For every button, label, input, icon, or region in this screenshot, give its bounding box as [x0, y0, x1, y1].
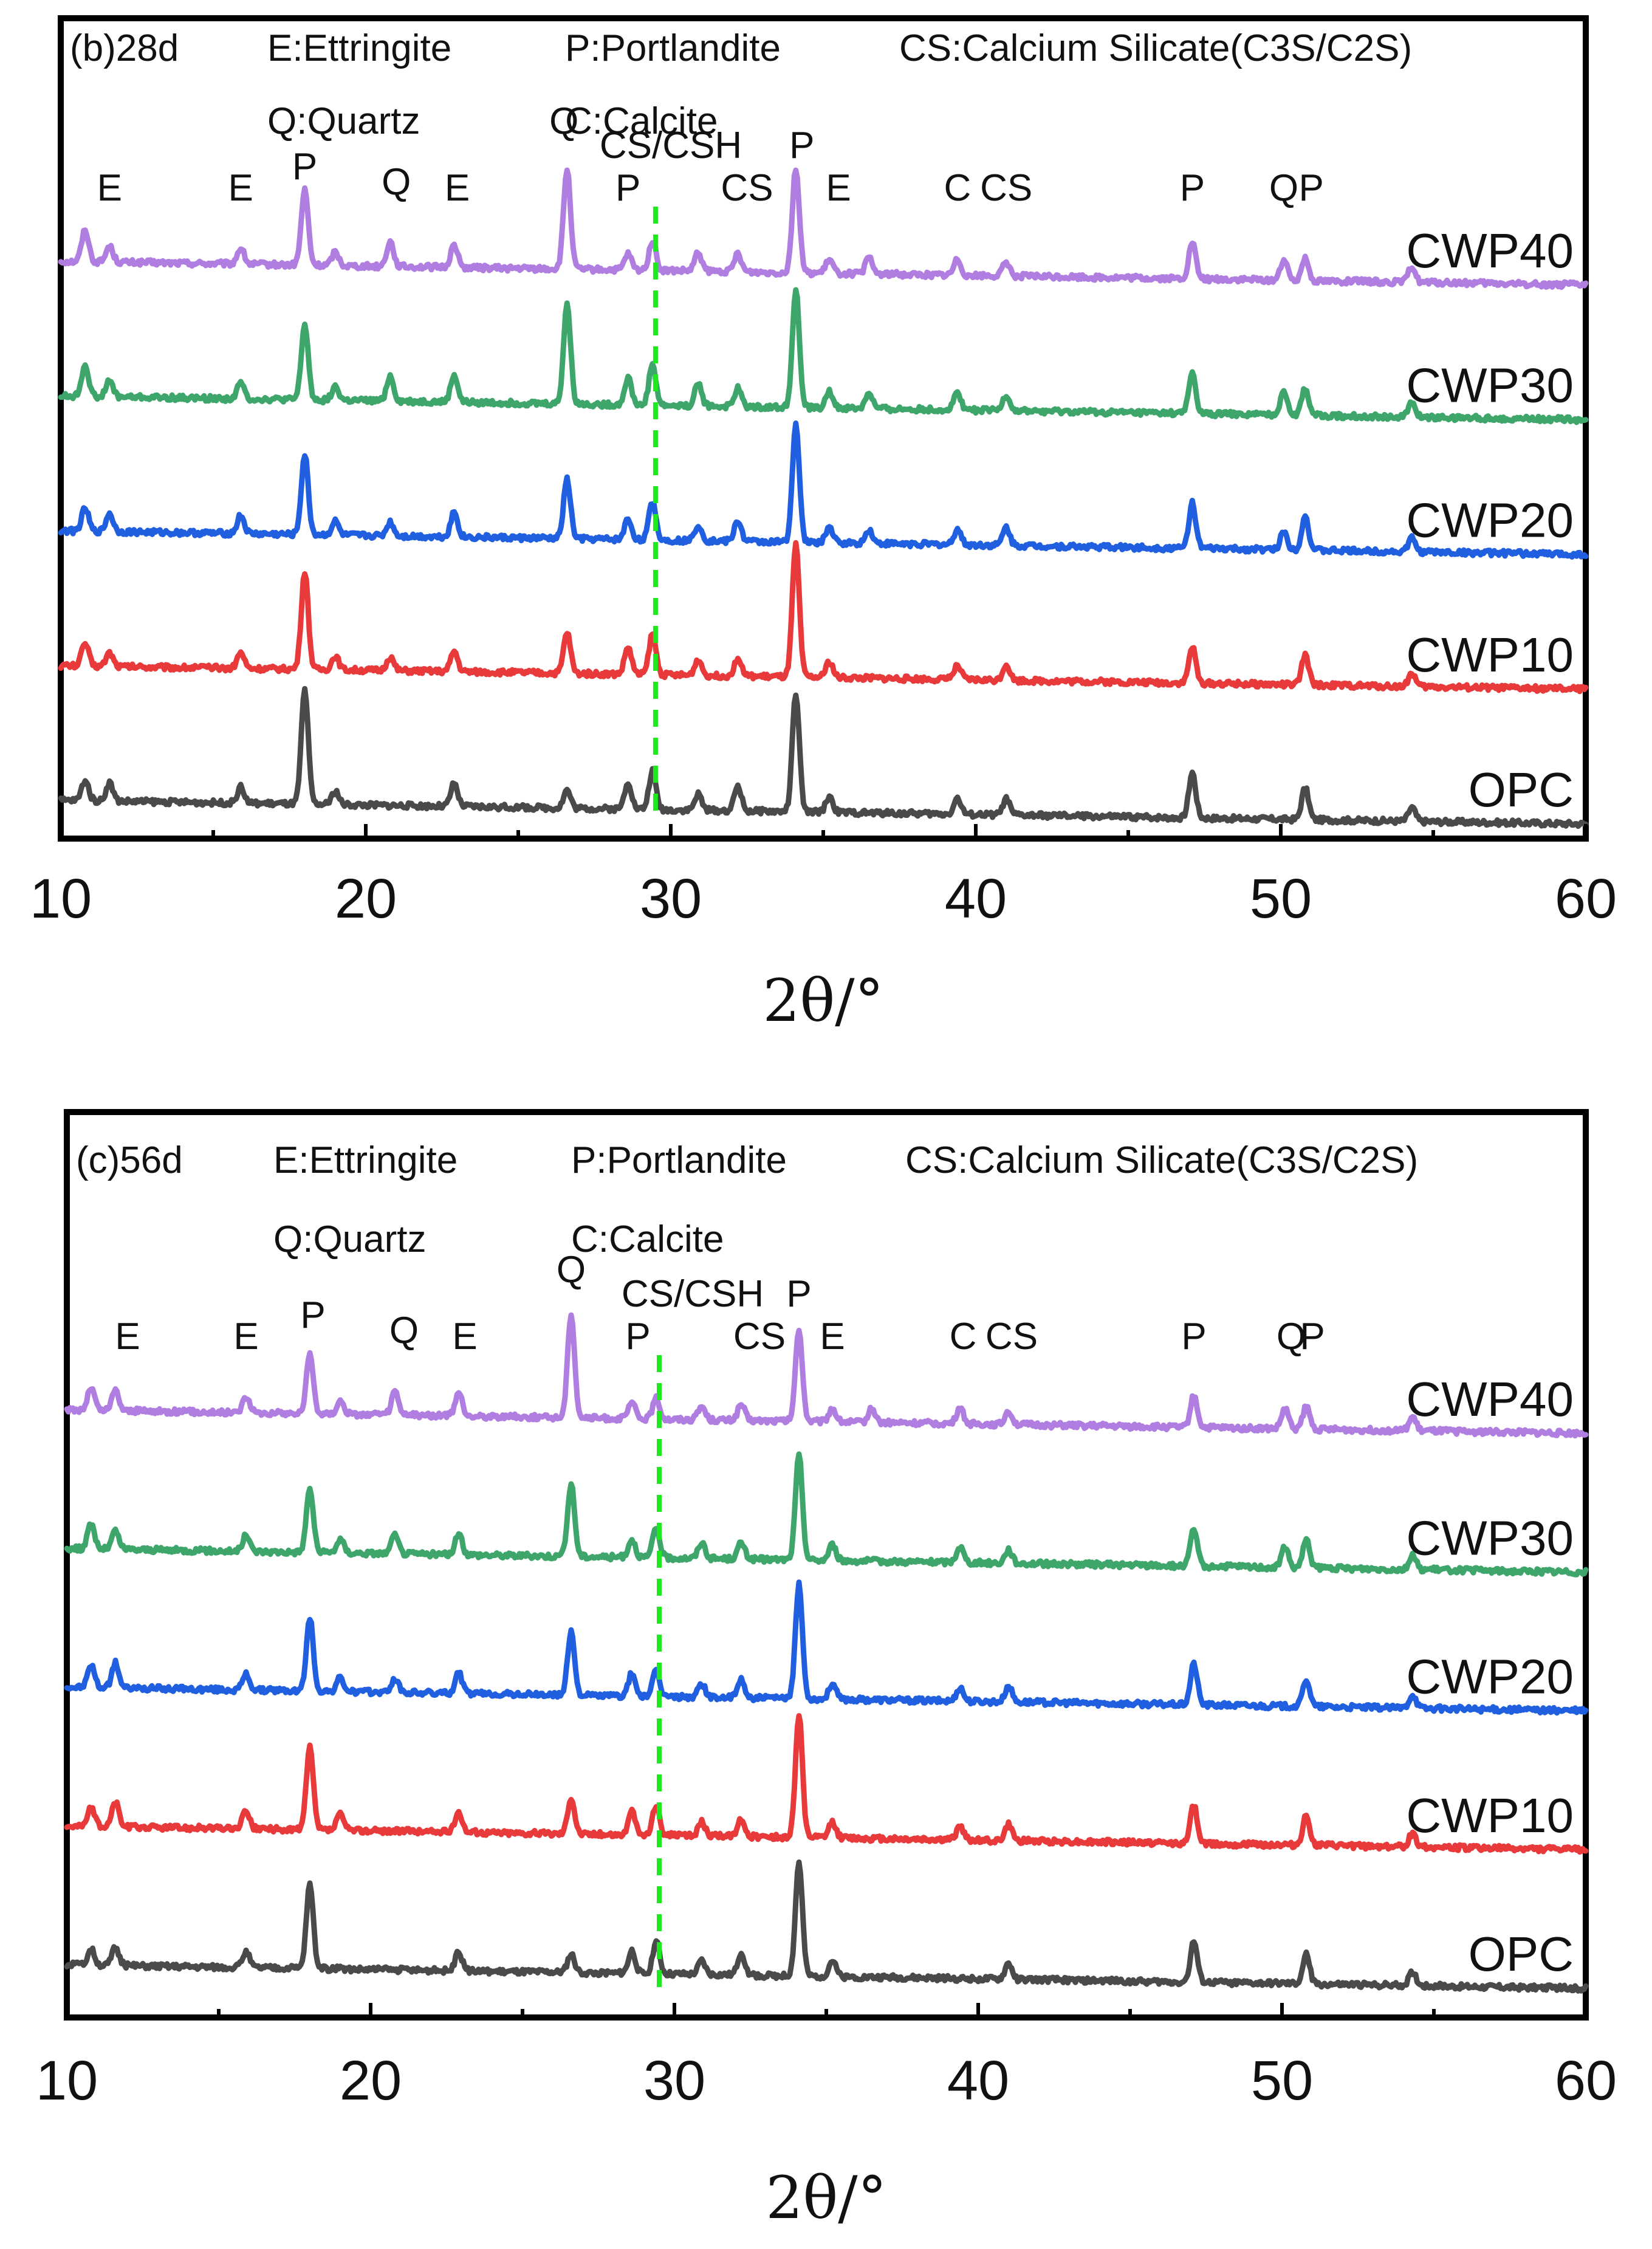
series-label-cwp40: CWP40: [1406, 224, 1574, 278]
series-label-cwp20: CWP20: [1406, 1650, 1574, 1704]
legend-entry: Q:Quartz: [273, 1218, 427, 1260]
series-cwp40: [64, 1312, 1589, 1439]
x-tick-label: 30: [643, 2050, 705, 2112]
peak-annotation: E: [820, 1316, 845, 1358]
peak-annotation: P: [1300, 1316, 1325, 1358]
peak-annotation: P: [1299, 167, 1324, 209]
x-tick-label: 40: [947, 2050, 1009, 2112]
peak-annotation: CS: [980, 167, 1032, 209]
series-cwp20: [58, 420, 1589, 560]
series-label-cwp20: CWP20: [1406, 493, 1574, 547]
peak-annotation: P: [292, 146, 317, 188]
legend-entry: P:Portlandite: [571, 1139, 787, 1181]
series-opc: [64, 1859, 1589, 1994]
peak-annotation: P: [625, 1316, 650, 1358]
series-cwp40: [58, 167, 1589, 290]
panel-56d: (c)56d E:Ettringite P:Portlandite CS:Calciu…: [36, 1109, 1617, 2232]
peak-annotation: Q: [389, 1310, 419, 1351]
x-tick-label: 10: [30, 868, 92, 930]
legend-entry: Q:Quartz: [267, 100, 420, 142]
x-tick-label: 30: [640, 868, 702, 930]
series-label-opc: OPC: [1469, 1927, 1574, 1981]
peak-annotation: CS: [985, 1316, 1038, 1358]
peak-annotation: E: [826, 167, 851, 209]
legend-entry: E:Ettringite: [267, 27, 451, 69]
peak-annotation: C: [944, 167, 971, 209]
legend-entry: C:Calcite: [565, 100, 718, 142]
peak-annotation: CS: [733, 1316, 786, 1358]
peak-annotation: E: [228, 167, 253, 209]
x-tick-label: 20: [340, 2050, 402, 2112]
series-label-cwp10: CWP10: [1406, 628, 1574, 682]
series-cwp10: [58, 540, 1589, 695]
x-tick-label: 10: [36, 2050, 98, 2112]
x-tick-label: 40: [945, 868, 1007, 930]
peak-annotation: E: [452, 1316, 477, 1358]
series-opc: [58, 685, 1589, 829]
peak-annotation: P: [789, 125, 814, 167]
peak-annotation: E: [233, 1316, 258, 1358]
x-tick-label: 50: [1250, 868, 1312, 930]
peak-annotation: E: [97, 167, 122, 209]
peak-annotation: P: [615, 167, 640, 209]
peak-annotation: CS: [721, 167, 773, 209]
peak-annotation: P: [300, 1294, 325, 1336]
series-cwp30: [58, 287, 1589, 425]
panel-28d: (b)28d E:Ettringite P:Portlandite CS:Calciu…: [30, 15, 1617, 1035]
series-label-cwp30: CWP30: [1406, 359, 1574, 413]
panel-label: (c)56d: [76, 1139, 183, 1181]
series-cwp30: [64, 1451, 1589, 1578]
panel-label: (b)28d: [70, 27, 179, 69]
series-label-opc: OPC: [1469, 763, 1574, 817]
legend-entry: CS:Calcium Silicate(C3S/C2S): [899, 27, 1412, 69]
x-tick-label: 60: [1555, 868, 1617, 930]
peak-annotation: CS/CSH: [622, 1273, 764, 1315]
x-tick-label: 20: [335, 868, 397, 930]
peak-annotation: E: [115, 1316, 140, 1358]
legend-entry: P:Portlandite: [565, 27, 781, 69]
x-axis-label: 2θ/°: [766, 2164, 886, 2232]
peak-annotation: Q: [557, 1249, 586, 1291]
series-label-cwp10: CWP10: [1406, 1788, 1574, 1842]
series-cwp20: [64, 1579, 1589, 1716]
x-tick-label: 50: [1251, 2050, 1313, 2112]
peak-annotation: Q: [1269, 167, 1298, 209]
peak-annotation: P: [786, 1273, 811, 1315]
peak-annotation: P: [1181, 1316, 1206, 1358]
peak-annotation: Q: [1277, 1316, 1306, 1358]
legend-entry: C:Calcite: [571, 1218, 724, 1260]
peak-annotation: CS/CSH: [600, 125, 742, 167]
legend-entry: E:Ettringite: [273, 1139, 458, 1181]
series-label-cwp40: CWP40: [1406, 1372, 1574, 1426]
series-cwp10: [64, 1713, 1589, 1855]
legend-entry: CS:Calcium Silicate(C3S/C2S): [905, 1139, 1418, 1181]
peak-annotation: Q: [382, 161, 411, 203]
series-label-cwp30: CWP30: [1406, 1511, 1574, 1565]
x-tick-label: 60: [1555, 2050, 1617, 2112]
peak-annotation: C: [950, 1316, 977, 1358]
peak-annotation: Q: [549, 100, 578, 142]
peak-annotation: E: [445, 167, 470, 209]
peak-annotation: P: [1180, 167, 1205, 209]
x-axis-label: 2θ/°: [763, 967, 883, 1035]
